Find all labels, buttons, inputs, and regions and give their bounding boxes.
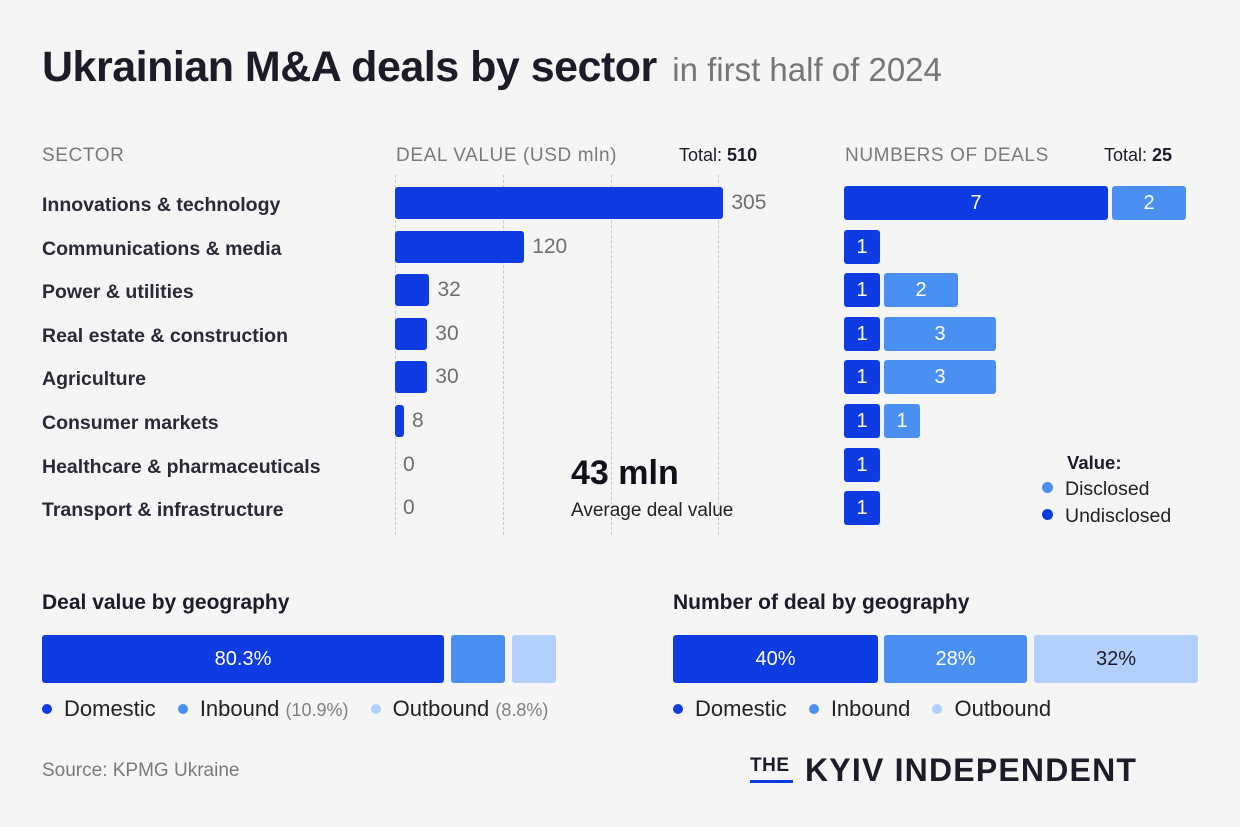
geo-value-legend-dot-domestic (42, 704, 52, 714)
deal-value-bar (395, 187, 724, 219)
legend-label-disclosed: Disclosed (1065, 478, 1150, 500)
geo-count-bar-inbound-label: 28% (935, 648, 976, 670)
geo-value-title: Deal value by geography (42, 591, 290, 614)
geo-value-bar-inbound (451, 635, 505, 683)
sector-label: Agriculture (42, 368, 147, 391)
geo-value-legend-inbound: Inbound (199, 696, 280, 721)
geo-count-legend-inbound: Inbound (830, 696, 911, 721)
geo-value-legend-inbound-pct: (10.9%) (285, 700, 349, 720)
deal-value-label: 120 (532, 234, 568, 258)
deal-value-bar (395, 361, 428, 394)
deal-value-label: 30 (435, 365, 459, 389)
logo-underline (750, 780, 793, 783)
deal-value-total-label: Total: (679, 145, 723, 165)
deal-value-bar (395, 317, 428, 350)
deal-count-bar-disclosed: 3 (884, 360, 996, 395)
geo-value-bar-domestic-label: 80.3% (214, 648, 272, 670)
geo-count-bar-domestic: 40% (673, 635, 878, 683)
logo-name: KYIV INDEPENDENT (805, 752, 1138, 788)
gridline-0 (395, 175, 396, 535)
deal-count-bar-disclosed: 3 (884, 316, 996, 351)
deal-value-column-header: DEAL VALUE (USD mln) (396, 145, 618, 166)
deal-count-bar-disclosed: 2 (884, 273, 958, 308)
geo-value-legend: Domestic Inbound (10.9%) Outbound (8.8%) (42, 696, 548, 722)
chart-title-main: Ukrainian M&A deals by sector (42, 43, 657, 91)
geo-value-legend-outbound-pct: (8.8%) (495, 700, 549, 720)
geo-value-legend-outbound: Outbound (392, 696, 490, 721)
deal-count-total-number: 25 (1152, 145, 1173, 165)
deal-count-bar-disclosed: 1 (884, 404, 920, 438)
geo-count-bar-domestic-label: 40% (755, 648, 796, 670)
geo-count-bar-outbound: 32% (1034, 635, 1198, 683)
sector-label: Innovations & technology (42, 194, 281, 216)
gridline-200 (611, 175, 612, 535)
geo-count-legend-domestic: Domestic (695, 696, 787, 721)
deal-value-label: 0 (403, 496, 415, 520)
deal-value-bar (395, 230, 525, 263)
geo-count-bar-outbound-label: 32% (1095, 648, 1137, 670)
deal-count-bar-undisclosed: 7 (844, 186, 1108, 220)
deal-count-total: Total: 25 (1104, 145, 1172, 166)
average-deal-value-number: 43 mln (571, 454, 679, 492)
deal-count-bar-undisclosed: 1 (844, 447, 880, 482)
deal-value-bar (395, 274, 430, 307)
chart-title: Ukrainian M&A deals by sector in first h… (42, 42, 942, 95)
chart-subtitle: in first half of 2024 (672, 51, 942, 88)
sector-label: Real estate & construction (42, 324, 288, 347)
deal-count-total-label: Total: (1104, 145, 1148, 165)
geo-count-legend-dot-outbound (932, 704, 943, 714)
deal-count-bar-undisclosed: 1 (844, 229, 880, 264)
deal-value-total-number: 510 (727, 145, 758, 165)
legend-label-undisclosed: Undisclosed (1065, 505, 1172, 527)
geo-value-legend-dot-inbound (177, 704, 188, 714)
geo-count-bar-inbound: 28% (884, 635, 1027, 683)
geo-value-bar-outbound (512, 635, 556, 683)
geo-count-legend-outbound: Outbound (954, 696, 1052, 721)
legend-title: Value: (1067, 452, 1122, 473)
average-deal-value-label: Average deal value (571, 500, 734, 521)
sector-label: Communications & media (42, 237, 282, 260)
geo-count-legend-dot-inbound (808, 704, 819, 714)
geo-value-legend-domestic: Domestic (64, 696, 156, 721)
deal-count-bar-undisclosed: 1 (844, 404, 880, 438)
source-note: Source: KPMG Ukraine (42, 760, 240, 781)
deal-count-column-header: NUMBERS OF DEALS (845, 145, 1049, 166)
deal-value-total: Total: 510 (679, 145, 757, 166)
sector-label: Healthcare & pharmaceuticals (42, 455, 321, 478)
deal-count-bar-undisclosed: 1 (844, 273, 880, 308)
geo-value-legend-dot-outbound (370, 704, 381, 714)
sector-label: Power & utilities (42, 281, 194, 304)
sector-label: Consumer markets (42, 412, 219, 434)
sector-column-header: SECTOR (42, 145, 125, 166)
deal-count-bar-undisclosed: 1 (844, 360, 880, 395)
gridline-300 (718, 175, 719, 535)
legend-dot-disclosed (1042, 482, 1053, 493)
geo-count-legend: Domestic Inbound Outbound (673, 696, 1051, 722)
logo-the: THE (750, 755, 790, 776)
sector-label: Transport & infrastructure (42, 499, 284, 522)
geo-count-legend-dot-domestic (673, 704, 683, 714)
deal-count-bar-undisclosed: 1 (844, 491, 880, 526)
gridline-100 (503, 175, 504, 535)
deal-value-label: 32 (437, 278, 461, 302)
deal-count-bar-undisclosed: 1 (844, 316, 880, 351)
deal-count-bar-disclosed: 2 (1112, 186, 1186, 220)
geo-count-title: Number of deal by geography (673, 591, 970, 614)
geo-value-bar-domestic: 80.3% (42, 635, 444, 683)
legend-item-disclosed: Disclosed (1042, 478, 1150, 501)
deal-value-label: 0 (403, 452, 415, 476)
legend-dot-undisclosed (1042, 509, 1053, 520)
legend-item-undisclosed: Undisclosed (1042, 505, 1171, 528)
deal-value-label: 305 (731, 191, 767, 214)
deal-value-bar (395, 405, 404, 437)
deal-value-label: 8 (412, 409, 424, 432)
deal-value-label: 30 (435, 321, 459, 345)
